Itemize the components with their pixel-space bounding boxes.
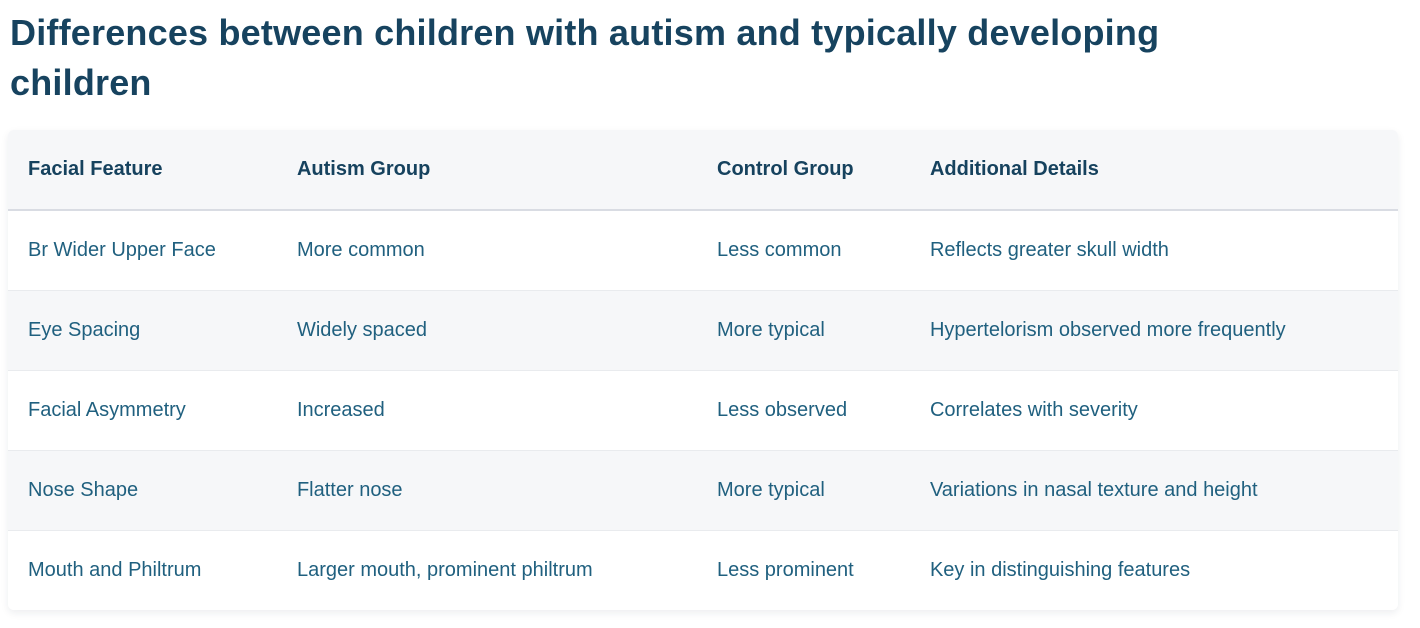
column-header-additional-details: Additional Details (909, 130, 1398, 211)
table-row-wider-upper-face: Br Wider Upper Face More common Less com… (8, 210, 1398, 290)
cell-additional-details: Variations in nasal texture and height (909, 449, 1398, 530)
cell-control-group: More typical (697, 289, 910, 370)
cell-autism-group: Increased (276, 369, 697, 450)
table-row-mouth-philtrum: Mouth and Philtrum Larger mouth, promine… (8, 529, 1398, 610)
table-row-facial-asymmetry: Facial Asymmetry Increased Less observed… (8, 369, 1398, 450)
page-title: Differences between children with autism… (10, 12, 1160, 103)
column-header-control-group: Control Group (697, 130, 910, 211)
cell-facial-feature: Mouth and Philtrum (8, 529, 277, 610)
cell-autism-group: Widely spaced (276, 289, 697, 370)
cell-control-group: Less observed (697, 369, 910, 450)
cell-additional-details: Reflects greater skull width (929, 238, 1169, 261)
column-header-autism-group: Autism Group (276, 130, 697, 211)
table-row-eye-spacing: Eye Spacing Widely spaced More typical H… (8, 289, 1398, 370)
cell-additional-details: Key in distinguishing features (909, 529, 1398, 610)
column-header-facial-feature: Facial Feature (8, 130, 277, 211)
cell-control-group: Less common (717, 238, 842, 261)
cell-autism-group: Flatter nose (276, 449, 697, 530)
cell-facial-feature: Eye Spacing (8, 289, 277, 370)
cell-facial-feature: Facial Asymmetry (8, 369, 277, 450)
cell-facial-feature: Br Wider Upper Face (28, 238, 216, 261)
table-row-nose-shape: Nose Shape Flatter nose More typical Var… (8, 449, 1398, 530)
cell-facial-feature: Nose Shape (8, 449, 277, 530)
comparison-table-card: Facial Feature Autism Group Control Grou… (8, 130, 1398, 610)
cell-autism-group: Larger mouth, prominent philtrum (276, 529, 697, 610)
cell-additional-details: Hypertelorism observed more frequently (909, 289, 1398, 370)
table-header-row: Facial Feature Autism Group Control Grou… (8, 130, 1398, 211)
cell-additional-details: Correlates with severity (909, 369, 1398, 450)
cell-control-group: More typical (697, 449, 910, 530)
cell-autism-group: More common (296, 238, 425, 261)
cell-control-group: Less prominent (697, 529, 910, 610)
comparison-table: Facial Feature Autism Group Control Grou… (8, 130, 1398, 610)
